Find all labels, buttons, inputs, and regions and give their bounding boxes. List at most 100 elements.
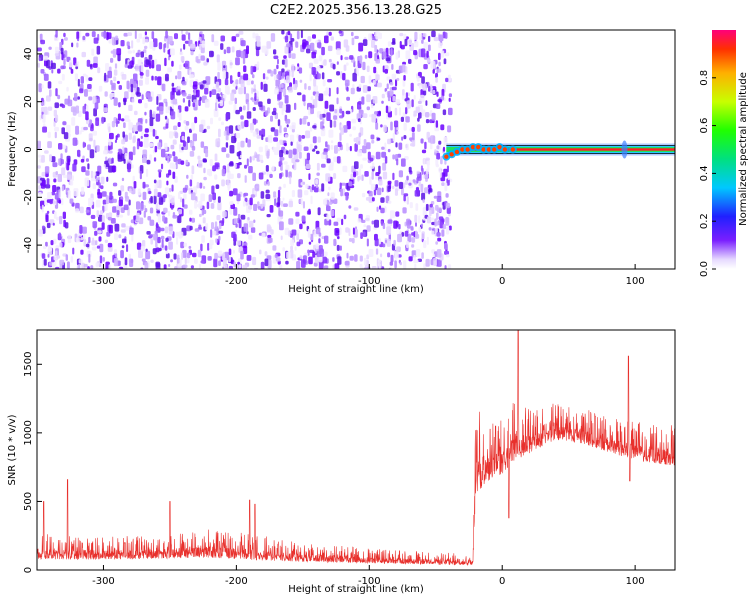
bottom-x-tick-label: 100 (626, 576, 645, 587)
noise-cell (149, 207, 154, 214)
noise-cell (188, 209, 193, 215)
noise-cell (92, 95, 97, 105)
noise-cell (285, 150, 289, 155)
noise-cell (336, 87, 339, 95)
noise-cell (126, 244, 129, 252)
noise-cell (225, 113, 229, 122)
noise-cell (357, 149, 362, 157)
noise-cell (355, 226, 358, 230)
noise-cell (121, 245, 125, 249)
noise-cell (306, 48, 311, 54)
noise-cell (42, 126, 47, 133)
noise-cell (256, 61, 260, 68)
noise-cell (221, 179, 225, 187)
noise-cell (350, 87, 355, 95)
noise-cell (302, 39, 307, 48)
noise-cell (398, 170, 403, 178)
noise-cell (136, 140, 140, 150)
noise-cell (72, 137, 78, 146)
noise-cell (41, 253, 46, 259)
noise-cell (60, 153, 63, 160)
noise-cell (274, 198, 277, 206)
noise-cell (139, 141, 143, 147)
noise-cell (172, 171, 176, 179)
noise-cell (148, 190, 152, 195)
noise-cell (413, 255, 416, 264)
noise-cell (382, 51, 387, 59)
noise-cell (418, 215, 421, 224)
noise-cell (189, 217, 192, 222)
noise-cell (76, 31, 80, 40)
top-y-axis-label: Frequency (Hz) (7, 111, 18, 187)
noise-cell (128, 151, 133, 161)
noise-cell (386, 83, 389, 90)
noise-cell (281, 108, 284, 116)
noise-cell (77, 96, 80, 100)
noise-cell (422, 198, 425, 203)
noise-cell (177, 109, 180, 118)
noise-cell (307, 85, 311, 91)
noise-cell (59, 215, 63, 225)
noise-cell (271, 165, 275, 171)
noise-cell (324, 265, 329, 269)
onset-core (465, 147, 470, 152)
noise-cell (177, 254, 180, 264)
noise-cell (231, 36, 237, 42)
noise-cell (285, 168, 288, 178)
onset-core (470, 144, 476, 150)
noise-cell (67, 190, 71, 199)
noise-cell (79, 225, 83, 234)
noise-cell (416, 187, 420, 195)
noise-cell (326, 205, 331, 212)
noise-cell (167, 155, 170, 164)
noise-cell (398, 142, 403, 150)
colorbar-tick-label: 0.8 (699, 70, 710, 86)
noise-cell (320, 121, 324, 130)
noise-cell (185, 121, 190, 126)
noise-cell (62, 65, 66, 70)
noise-cell (399, 261, 402, 266)
noise-cell (196, 89, 200, 98)
noise-cell (438, 42, 443, 49)
noise-cell (395, 79, 398, 87)
noise-cell (190, 43, 196, 49)
noise-cell (276, 74, 280, 80)
noise-cell (295, 159, 300, 163)
noise-cell (133, 181, 137, 189)
noise-cell (445, 254, 450, 258)
noise-cell (295, 66, 299, 70)
noise-cell (85, 111, 89, 121)
noise-cell (326, 112, 331, 121)
noise-cell (54, 102, 59, 109)
noise-cell (282, 197, 285, 201)
noise-cell (287, 34, 290, 42)
noise-cell (108, 126, 111, 133)
noise-cell (181, 135, 185, 141)
noise-cell (142, 181, 146, 189)
noise-cell (170, 144, 175, 150)
noise-cell (440, 268, 444, 269)
noise-cell (404, 38, 408, 47)
noise-cell (436, 249, 442, 258)
noise-cell (197, 249, 202, 258)
noise-cell (43, 258, 47, 266)
noise-cell (294, 246, 297, 251)
noise-cell (266, 150, 270, 159)
noise-cell (214, 252, 218, 260)
noise-cell (267, 259, 272, 269)
noise-cell (61, 185, 64, 192)
noise-cell (264, 258, 269, 267)
noise-cell (174, 266, 178, 269)
noise-cell (445, 202, 450, 209)
bottom-x-tick-label: -100 (358, 576, 381, 587)
noise-cell (90, 124, 94, 132)
noise-cell (100, 185, 104, 190)
noise-cell (372, 80, 376, 85)
noise-cell (171, 60, 174, 67)
noise-cell (198, 159, 203, 168)
noise-cell (267, 135, 273, 143)
noise-cell (438, 216, 444, 221)
noise-cell (328, 201, 333, 205)
noise-cell (332, 257, 335, 262)
